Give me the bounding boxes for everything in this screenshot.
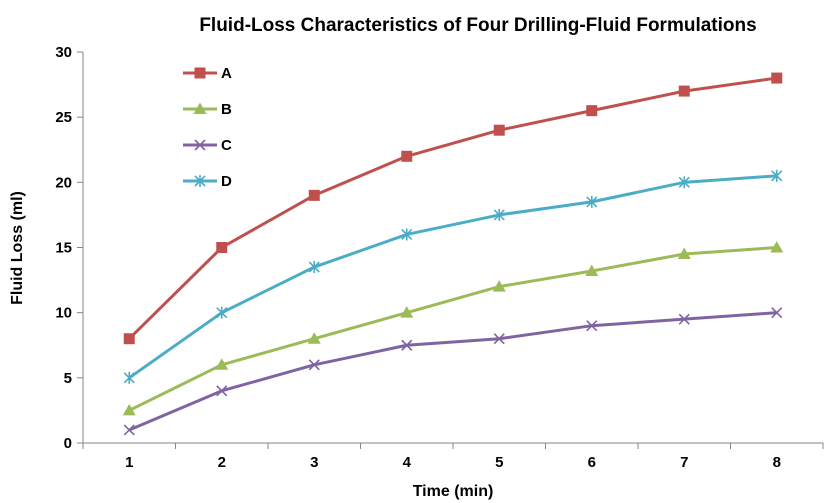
y-axis-ticks: 0 5 10 15 20 25 30 (55, 44, 83, 452)
legend-item-c: C (183, 137, 232, 154)
series-d (123, 169, 783, 384)
series-b-point (122, 403, 136, 416)
plot-series (122, 72, 784, 436)
series-d-point (493, 208, 505, 221)
series-c-point (401, 339, 413, 351)
legend-label-a: A (221, 65, 232, 82)
series-a-point (308, 189, 320, 201)
series-a-point (678, 85, 690, 97)
series-d-point (308, 261, 320, 274)
y-tick-label: 0 (64, 435, 72, 452)
legend-label-d: D (221, 173, 232, 190)
legend-marker-a (194, 67, 206, 79)
axes (82, 52, 823, 444)
legend-item-b: B (183, 101, 232, 118)
series-d-point (216, 306, 228, 319)
series-b-point (677, 247, 691, 260)
x-tick-label: 1 (125, 454, 133, 471)
series-b (122, 241, 784, 416)
y-tick-label: 30 (55, 44, 72, 61)
series-b-point (307, 332, 321, 344)
series-c-point (586, 320, 598, 332)
series-c-point (493, 333, 505, 345)
legend-item-d: D (183, 173, 232, 190)
series-a (123, 72, 783, 345)
legend-marker-b (193, 102, 207, 114)
series-c-line (128, 311, 777, 432)
x-tick-label: 6 (588, 454, 596, 471)
x-tick-label: 5 (495, 454, 503, 471)
series-d-point (771, 169, 783, 182)
x-tick-label: 7 (680, 454, 688, 471)
x-axis-label: Time (min) (413, 483, 494, 500)
series-a-point (586, 105, 598, 117)
y-tick-label: 25 (55, 109, 72, 126)
series-b-point (215, 358, 229, 370)
series-c (123, 307, 783, 436)
series-d-point (123, 371, 135, 384)
series-b-point (400, 306, 414, 318)
y-tick-label: 15 (55, 240, 72, 257)
series-d-point (678, 176, 690, 189)
chart-title: Fluid-Loss Characteristics of Four Drill… (199, 15, 756, 36)
y-axis-label: Fluid Loss (ml) (9, 191, 26, 305)
x-tick-label: 3 (310, 454, 318, 471)
series-c-point (216, 385, 228, 397)
x-tick-label: 2 (218, 454, 226, 471)
y-tick-label: 5 (64, 370, 72, 387)
series-c-point (308, 359, 320, 371)
legend: A B C D (183, 65, 232, 190)
series-d-line (128, 174, 777, 380)
legend-marker-d (194, 175, 206, 187)
series-a-point (493, 124, 505, 136)
series-d-point (401, 228, 413, 241)
series-a-point (771, 72, 783, 84)
series-b-point (492, 280, 506, 292)
y-tick-label: 10 (55, 305, 72, 322)
series-a-point (123, 333, 135, 345)
legend-label-c: C (221, 137, 232, 154)
x-axis-ticks: 1 2 3 4 5 6 7 8 (82, 443, 824, 471)
series-c-point (678, 313, 690, 325)
series-d-point (586, 195, 598, 208)
x-tick-label: 4 (403, 454, 412, 471)
series-c-point (123, 424, 135, 436)
y-tick-label: 20 (55, 174, 72, 191)
series-a-point (401, 150, 413, 162)
series-a-line (128, 76, 777, 340)
x-tick-label: 8 (773, 454, 781, 471)
legend-label-b: B (221, 101, 232, 118)
series-b-point (585, 264, 599, 276)
series-c-point (771, 307, 783, 319)
legend-marker-c (194, 139, 206, 151)
legend-item-a: A (183, 65, 232, 82)
series-b-point (770, 241, 784, 253)
series-a-point (216, 242, 228, 253)
series-b-line (128, 246, 777, 412)
